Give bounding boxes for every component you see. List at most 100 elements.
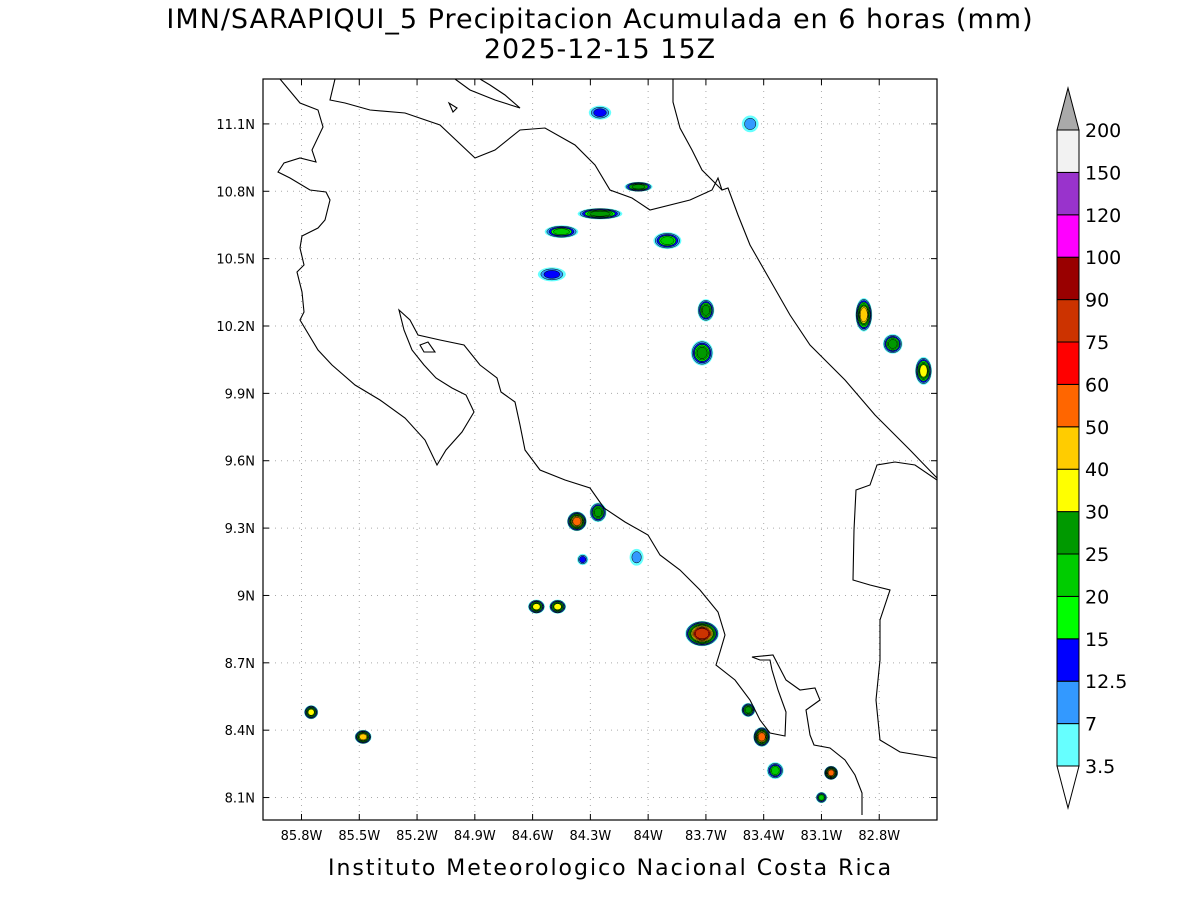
colorbar-label: 120: [1085, 205, 1121, 227]
colorbar-swatch: [1056, 171, 1080, 216]
colorbar: 3.5 7 12.5 15 20 25 30 40 50 60 75 90 100 120 150 200: [1056, 86, 1127, 810]
lon-tick-label: 83.4W: [743, 829, 785, 844]
lon-tick-label: 82.8W: [858, 829, 900, 844]
precip-cell: [588, 105, 612, 120]
colorbar-label: 20: [1085, 586, 1109, 608]
precip-cell: [915, 356, 932, 385]
precip-cell: [815, 791, 828, 804]
precip-contour: [631, 184, 646, 190]
colorbar-label: 200: [1085, 120, 1121, 142]
lat-tick-label: 10.8N: [216, 185, 255, 200]
lake-island: [447, 101, 458, 113]
chart-subtitle-date: 2025-12-15 15Z: [483, 34, 717, 65]
precip-contour: [532, 603, 541, 611]
map-axes: 11.1N 10.8N 10.5N 10.2N 9.9N 9.6N 9.3N 9N 8.7N 8.…: [216, 79, 937, 844]
colorbar-swatch: [1056, 595, 1080, 640]
colorbar-bottom-arrow: [1056, 765, 1080, 810]
colorbar-label: 60: [1085, 374, 1109, 396]
colorbar-swatch: [1056, 511, 1080, 555]
gulf-island: [419, 341, 437, 353]
lon-tick-label: 84W: [633, 829, 663, 844]
lat-tick-label: 9.9N: [225, 387, 255, 402]
map-plot-area: [263, 79, 937, 820]
colorbar-label: 50: [1085, 417, 1109, 439]
lat-tick-label: 10.2N: [216, 320, 255, 335]
lat-tick-label: 8.7N: [225, 657, 255, 672]
lon-tick-label: 83.1W: [801, 829, 843, 844]
colorbar-swatch: [1056, 468, 1080, 513]
precip-contour: [887, 339, 898, 349]
lat-tick-label: 8.1N: [225, 792, 255, 807]
colorbar-swatch: [1056, 723, 1080, 767]
lat-tick-label: 8.4N: [225, 724, 255, 739]
coastline-layer: [277, 79, 937, 815]
colorbar-swatch: [1056, 426, 1080, 470]
lat-tick-label: 9.6N: [225, 455, 255, 470]
precip-contour: [770, 766, 780, 775]
precip-cell: [304, 705, 319, 720]
map-gridlines: [263, 79, 937, 820]
precip-contour: [919, 364, 928, 378]
caribbean-coast-north: [454, 79, 521, 109]
precip-contour: [744, 117, 757, 130]
precip-contour: [818, 794, 825, 801]
colorbar-label: 75: [1085, 332, 1109, 354]
precip-contour: [593, 108, 607, 117]
precip-cell: [741, 702, 756, 717]
precip-cell: [549, 599, 567, 614]
precip-contour: [593, 507, 603, 518]
colorbar-label: 3.5: [1085, 756, 1115, 778]
footer-credit: Instituto Meteorologico Nacional Costa R…: [328, 856, 894, 881]
colorbar-swatch: [1056, 383, 1080, 428]
precip-cell: [653, 232, 682, 250]
precip-contour: [859, 307, 868, 323]
lon-tick-label: 83.7W: [685, 829, 727, 844]
precip-contour: [660, 236, 675, 245]
colorbar-swatch: [1056, 129, 1080, 173]
precip-cell: [567, 511, 587, 532]
colorbar-label: 7: [1085, 714, 1097, 736]
precip-cell: [824, 765, 839, 780]
colorbar-swatch: [1056, 214, 1080, 258]
panama-border: [852, 461, 937, 759]
caribbean-coast: [672, 79, 723, 191]
precip-contour: [359, 733, 368, 741]
lat-tick-label: 9.3N: [225, 522, 255, 537]
precip-cell: [528, 599, 545, 614]
precip-cell: [624, 181, 653, 192]
precip-contour: [631, 551, 642, 564]
precip-contour: [744, 706, 752, 714]
colorbar-label: 30: [1085, 502, 1109, 524]
precip-contour: [694, 628, 710, 640]
lon-tick-label: 84.6W: [512, 829, 554, 844]
colorbar-label: 40: [1085, 459, 1109, 481]
precip-contour: [701, 304, 711, 316]
precip-cell: [685, 621, 719, 647]
colorbar-swatch: [1056, 553, 1080, 597]
precipitation-layer: [304, 105, 932, 804]
colorbar-label: 15: [1085, 629, 1109, 651]
colorbar-swatch: [1056, 256, 1080, 301]
precip-cell: [741, 115, 759, 133]
precip-cell: [577, 553, 589, 566]
lat-tick-label: 9N: [237, 589, 255, 604]
precip-contour: [696, 346, 708, 359]
north-border-coast: [329, 79, 937, 479]
precip-cell: [690, 340, 714, 366]
precip-cell: [537, 267, 566, 282]
precip-contour: [579, 556, 587, 563]
chart-title: IMN/SARAPIQUI_5 Precipitacion Acumulada …: [166, 4, 1034, 35]
lat-tick-label: 10.5N: [216, 253, 255, 268]
colorbar-label: 90: [1085, 290, 1109, 312]
lon-tick-label: 85.5W: [338, 829, 380, 844]
colorbar-label: 100: [1085, 247, 1121, 269]
map-frame: [262, 78, 938, 821]
precip-cell: [589, 502, 607, 523]
lon-tick-label: 84.9W: [454, 829, 496, 844]
precip-cell: [855, 297, 873, 332]
colorbar-swatch: [1056, 299, 1080, 343]
colorbar-swatch: [1056, 638, 1080, 682]
colorbar-label: 12.5: [1085, 671, 1127, 693]
lon-tick-label: 85.2W: [396, 829, 438, 844]
